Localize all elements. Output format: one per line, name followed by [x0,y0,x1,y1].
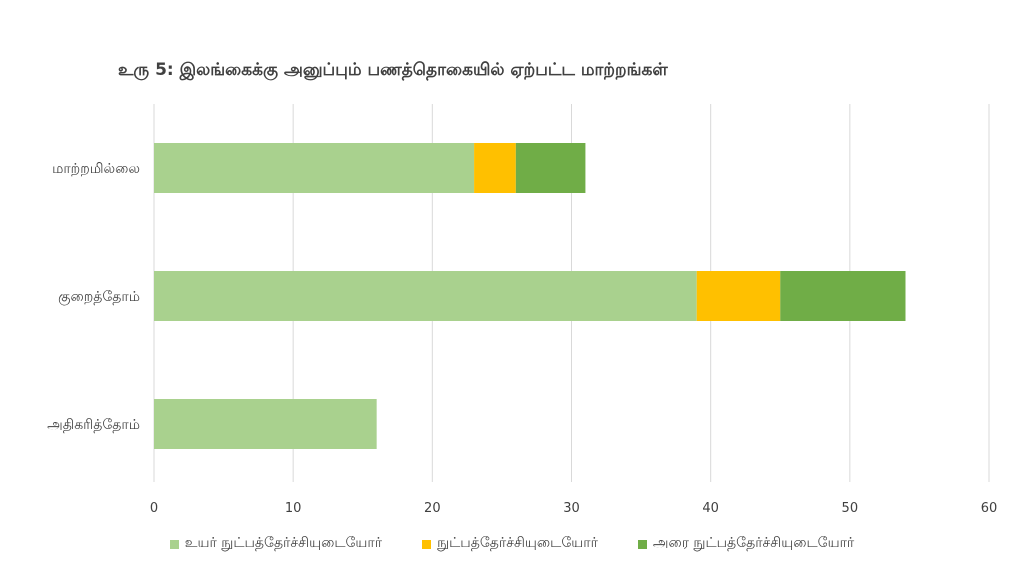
x-tick-label: 0 [150,501,158,516]
x-tick-label: 60 [981,501,998,516]
bar-segment [474,143,516,193]
legend-swatch [169,539,179,549]
bar-segment [696,271,781,321]
legend-swatch [637,539,647,549]
category-label: குறைத்தோம் [58,289,140,306]
category-label: மாற்றமில்லை [52,161,140,177]
category-labels: மாற்றமில்லை குறைத்தோம் அதிகரித்தோம் [47,161,140,433]
x-tick-label: 20 [424,501,441,516]
legend: உயர் நுட்பத்தேர்ச்சியுடையோர் நுட்பத்தேர்ச… [0,535,1024,553]
x-tick-label: 30 [563,501,580,516]
x-tick-label: 50 [842,501,859,516]
bars [154,143,906,449]
category-label: அதிகரித்தோம் [47,417,140,433]
bar-segment [780,271,906,321]
legend-item: உயர் நுட்பத்தேர்ச்சியுடையோர் [169,535,383,553]
legend-item: அரை நுட்பத்தேர்ச்சியுடையோர் [637,535,855,553]
legend-swatch [422,539,432,549]
bar-segment [154,143,475,193]
chart-title: உரு 5: இலங்கைக்கு அனுப்பும் பணத்தொகையில்… [118,60,668,80]
bar-segment [154,399,377,449]
bar-segment [154,271,697,321]
legend-item: நுட்பத்தேர்ச்சியுடையோர் [422,535,598,553]
bar-segment [515,143,586,193]
legend-label: நுட்பத்தேர்ச்சியுடையோர் [437,535,598,551]
x-tick-labels: 0 10 20 30 40 50 60 [150,501,997,516]
legend-label: உயர் நுட்பத்தேர்ச்சியுடையோர் [184,535,383,551]
x-tick-label: 40 [702,501,719,516]
legend-label: அரை நுட்பத்தேர்ச்சியுடையோர் [652,535,855,551]
x-tick-label: 10 [285,501,302,516]
